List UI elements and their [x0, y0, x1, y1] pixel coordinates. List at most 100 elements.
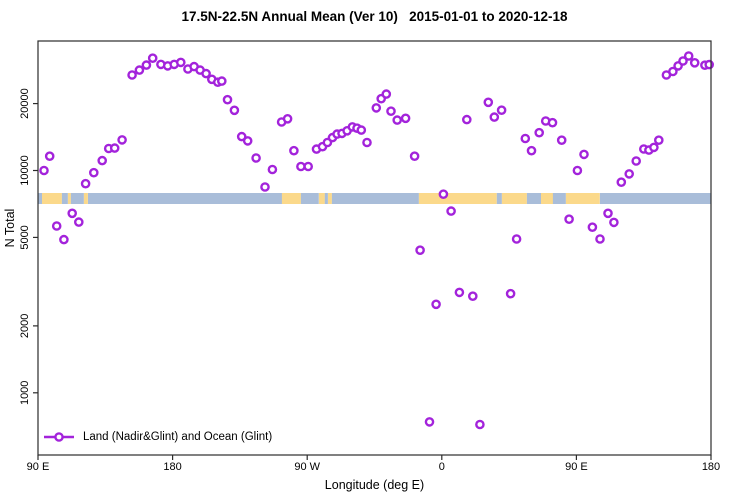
data-point: [511, 234, 522, 244]
data-point: [668, 66, 678, 77]
data-point: [467, 291, 478, 302]
data-point: [454, 287, 465, 298]
data-point: [689, 58, 700, 68]
chart-title: 17.5N-22.5N Annual Mean (Ver 10) 2015-01…: [181, 9, 568, 24]
data-point: [587, 222, 598, 232]
band-segment-land: [318, 193, 325, 204]
data-point: [362, 137, 372, 148]
data-point: [556, 135, 567, 145]
data-points: [39, 51, 715, 430]
data-point: [461, 114, 472, 125]
data-point: [89, 167, 99, 178]
band-segment-ocean: [70, 193, 84, 204]
data-point: [39, 165, 49, 176]
data-point: [392, 115, 403, 125]
y-axis: 1000 2000 5000 10000 20000: [19, 88, 38, 405]
x-tick-label: 90 W: [294, 461, 320, 473]
data-point: [282, 114, 293, 124]
data-point: [616, 177, 627, 187]
band-segment-land: [501, 193, 527, 204]
data-point: [201, 68, 211, 79]
legend-label: Land (Nadir&Glint) and Ocean (Glint): [83, 431, 273, 443]
band-segment-land: [281, 193, 301, 204]
data-point: [683, 51, 694, 61]
data-point: [127, 70, 137, 80]
data-point: [649, 142, 659, 153]
band-segment-ocean: [599, 193, 711, 204]
data-point: [654, 135, 664, 145]
data-point: [80, 178, 91, 189]
x-axis-title: Longitude (deg E): [324, 478, 425, 492]
x-tick-label: 90 E: [565, 461, 588, 473]
data-point: [267, 164, 278, 175]
x-tick-label: 90 E: [27, 461, 50, 473]
data-point: [409, 151, 420, 161]
data-point: [51, 221, 62, 231]
y-tick-label: 20000: [19, 88, 31, 119]
data-point: [44, 151, 55, 161]
data-point: [371, 103, 382, 113]
data-point: [117, 135, 127, 145]
data-point: [496, 105, 507, 115]
legend-point-icon: [44, 432, 74, 442]
band-segment-land: [541, 193, 553, 204]
data-point: [579, 149, 589, 160]
band-segment-land: [67, 193, 71, 204]
data-point: [216, 76, 227, 86]
data-point: [356, 125, 367, 135]
data-point: [534, 127, 545, 138]
data-point: [595, 234, 605, 244]
band-segment-land: [42, 193, 62, 204]
y-tick-label: 5000: [19, 225, 31, 249]
data-point: [74, 217, 84, 227]
data-point: [147, 53, 158, 64]
data-point: [678, 56, 688, 66]
data-point: [572, 165, 583, 176]
data-point: [260, 182, 270, 192]
band-segment-ocean: [324, 193, 328, 204]
band-segment-ocean: [552, 193, 566, 204]
data-point: [236, 131, 247, 142]
data-point: [609, 217, 619, 228]
plot-border: [37, 40, 712, 456]
band-segment-land: [328, 193, 332, 204]
data-point: [67, 208, 77, 219]
data-point: [526, 145, 537, 156]
data-point: [520, 133, 531, 144]
band-segment-ocean: [88, 193, 282, 204]
data-point: [475, 419, 485, 430]
band-segment-land: [418, 193, 497, 204]
data-point: [134, 65, 145, 75]
band-segment-ocean: [300, 193, 319, 204]
band-segment-ocean: [496, 193, 502, 204]
data-point: [109, 143, 120, 153]
y-axis-title: N Total: [3, 209, 17, 248]
legend: Land (Nadir&Glint) and Ocean (Glint): [42, 429, 272, 445]
data-point: [424, 417, 435, 427]
data-point: [446, 206, 456, 216]
data-point: [303, 161, 314, 172]
land-ocean-band: [38, 193, 711, 204]
data-point: [483, 97, 494, 108]
data-point: [624, 169, 635, 179]
band-segment-ocean: [526, 193, 541, 204]
data-point: [242, 136, 253, 146]
data-point: [59, 234, 69, 245]
y-tick-label: 2000: [19, 314, 31, 338]
data-point: [631, 156, 642, 166]
band-segment-ocean: [61, 193, 68, 204]
data-point: [489, 112, 500, 122]
x-axis: 90 E 180 90 W 0 90 E 180: [27, 455, 720, 473]
data-point: [97, 155, 107, 166]
data-point: [431, 299, 441, 310]
band-segment-land: [83, 193, 88, 204]
data-point: [289, 145, 299, 156]
data-point: [547, 117, 558, 128]
y-tick-label: 1000: [19, 381, 31, 405]
data-point: [386, 106, 396, 116]
band-segment-ocean: [331, 193, 419, 204]
data-point: [222, 94, 233, 105]
y-tick-label: 10000: [19, 155, 31, 186]
